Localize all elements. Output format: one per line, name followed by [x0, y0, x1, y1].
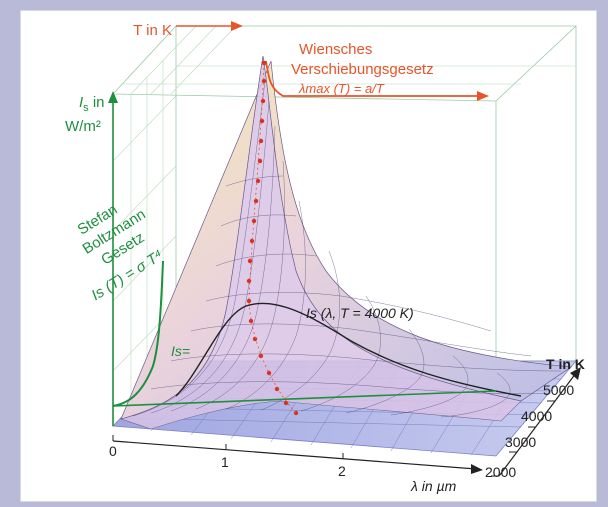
t-tick-3000: 3000 — [505, 434, 536, 450]
is-axis-arrow — [108, 91, 118, 103]
t-tick-5000: 5000 — [543, 382, 574, 398]
right-t-axis-arrow — [570, 367, 581, 380]
wien-formula: λmax (T) = a/T — [298, 81, 385, 96]
is-axis-unit: W/m² — [65, 118, 101, 135]
right-t-ticks — [491, 400, 555, 477]
stefan-boltzmann-curve — [112, 260, 164, 407]
lambda-tick-2: 2 — [338, 463, 346, 479]
wien-arrow — [477, 91, 489, 101]
t-tick-4000: 4000 — [521, 408, 552, 424]
right-t-axis-label: T in K — [546, 356, 585, 372]
lambda-axis-line — [112, 440, 477, 470]
wien-dots-line — [248, 62, 297, 414]
planck-surface-front — [119, 55, 522, 430]
wien-maxima-dots — [246, 60, 299, 416]
green-floor-line — [112, 390, 497, 407]
wien-title-line2: Verschiebungsgesetz — [291, 61, 434, 78]
lambda-ticks — [112, 435, 344, 459]
planck-diagram-figure: T in K Is in W/m² Wiensches Verschiebung… — [20, 10, 597, 502]
planck-surface-svg: T in K Is in W/m² Wiensches Verschiebung… — [65, 21, 585, 494]
top-t-axis-arrow — [231, 21, 243, 31]
wien-projection — [265, 60, 481, 97]
stefan-boltzmann-label-group: Stefan Boltzmann Gesetz Is (T) = σ T⁴ — [75, 201, 167, 304]
t-tick-2000: 2000 — [485, 464, 516, 480]
wien-title-line1: Wiensches — [299, 41, 372, 58]
curve-4000k — [175, 302, 522, 397]
is-eq-fragment: Is= — [171, 343, 190, 359]
surface-mesh — [132, 80, 562, 418]
is-axis-label-line1: Is in — [79, 94, 105, 114]
lambda-tick-0: 0 — [109, 443, 117, 459]
lambda-axis-label: λ in µm — [410, 478, 457, 494]
right-t-axis-line — [498, 372, 577, 477]
top-t-axis-label: T in K — [133, 22, 172, 39]
lambda-axis-arrow — [471, 464, 483, 474]
curve-4000k-label: Is (λ, T = 4000 K) — [306, 305, 414, 321]
lambda-tick-1: 1 — [221, 454, 229, 470]
